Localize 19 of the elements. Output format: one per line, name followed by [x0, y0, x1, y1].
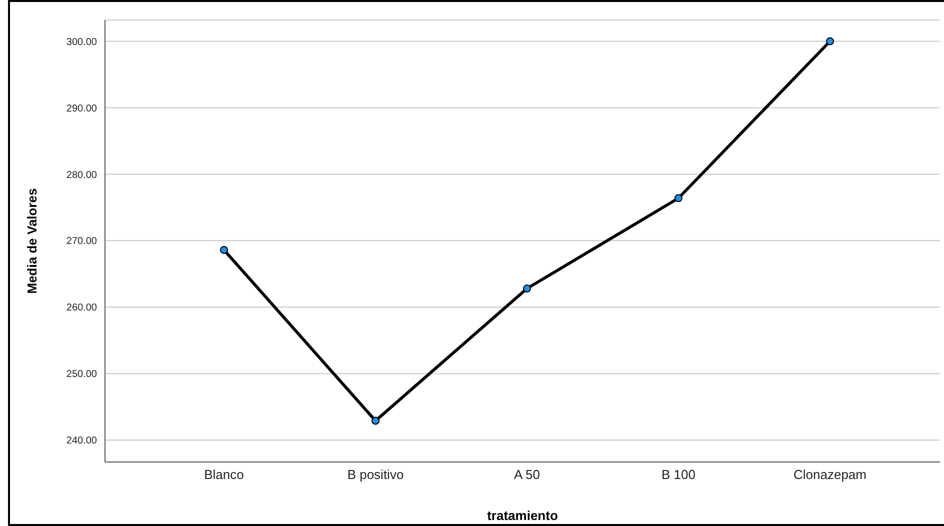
y-tick-label: 260.00 — [66, 302, 98, 314]
y-tick-label: 240.00 — [66, 436, 98, 447]
y-axis-title: Media de Valores — [24, 188, 40, 294]
y-tick-label: 270.00 — [66, 236, 98, 248]
x-tick-label: Clonazepam — [794, 467, 866, 482]
point — [674, 194, 682, 202]
y-tick-label: 300.00 — [66, 36, 98, 48]
x-tick-label: B 100 — [662, 467, 696, 482]
point — [372, 416, 380, 425]
x-tick-label: Blanco — [204, 467, 244, 482]
point — [523, 284, 531, 293]
x-axis-title: tratamiento — [487, 508, 558, 523]
point — [220, 246, 228, 254]
y-tick-label: 280.00 — [66, 170, 98, 181]
y-tick-label: 250.00 — [66, 369, 98, 380]
x-tick-label: B positivo — [347, 467, 404, 482]
y-tick-label: 290.00 — [66, 103, 98, 114]
point — [826, 37, 834, 46]
x-tick-label: A 50 — [514, 467, 540, 482]
